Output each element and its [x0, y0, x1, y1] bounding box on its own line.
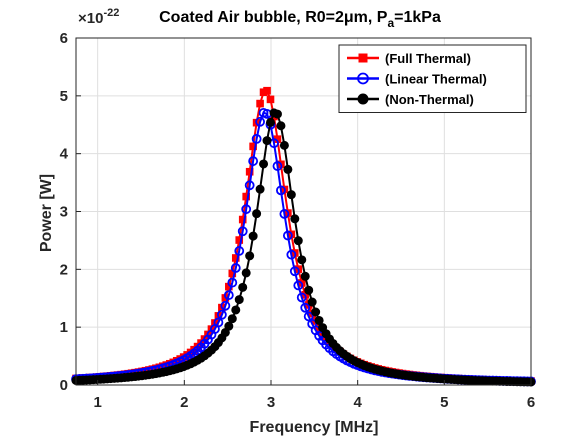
series-layer — [71, 86, 536, 387]
series-2-marker-46 — [231, 305, 241, 315]
series-1-marker-64 — [293, 280, 304, 291]
series-2-marker-54 — [259, 159, 269, 169]
tick-layer: 1 2 3 4 5 6 0 1 2 3 4 5 6 — [60, 30, 536, 411]
legend: (Full Thermal) (Linear Thermal) (Non-Therm… — [338, 44, 527, 113]
x-tick-label-5: 6 — [527, 394, 535, 411]
series-1-marker-65 — [296, 292, 307, 303]
series-line-0 — [75, 89, 531, 382]
y-tick-label-3: 3 — [60, 204, 68, 221]
series-2-marker-70 — [314, 315, 324, 325]
series-0-marker-47 — [235, 236, 244, 244]
x-axis-label: Frequency [MHz] — [250, 419, 379, 436]
series-2-marker-48 — [238, 282, 248, 292]
y-tick-label-2: 2 — [60, 261, 68, 278]
x-tick-label-1: 2 — [180, 394, 188, 411]
y-axis-label: Power [W] — [38, 174, 55, 252]
series-0-marker-51 — [249, 142, 257, 151]
series-2-marker-53 — [255, 184, 265, 194]
series-2-marker-69 — [311, 307, 321, 317]
series-2-marker-64 — [293, 236, 303, 246]
legend-label-0: (Full Thermal) — [385, 51, 471, 66]
y-tick-label-4: 4 — [60, 146, 69, 163]
series-2-marker-66 — [300, 271, 310, 281]
series-1 — [71, 107, 536, 387]
series-2-marker-55 — [262, 136, 272, 146]
series-2-marker-62 — [286, 190, 296, 200]
y-tick-label-6: 6 — [60, 30, 68, 47]
series-2-marker-51 — [248, 231, 258, 241]
legend-marker-0 — [358, 53, 368, 63]
x-tick-label-3: 4 — [353, 394, 362, 411]
series-1-marker-44 — [223, 290, 234, 301]
series-1-marker-66 — [300, 302, 311, 313]
series-2-marker-44 — [224, 321, 234, 331]
series-1-marker-41 — [213, 317, 224, 328]
series-1-marker-50 — [244, 180, 255, 191]
series-line-1 — [75, 111, 531, 383]
series-1-marker-59 — [276, 185, 286, 196]
series-1-marker-47 — [234, 246, 245, 256]
series-2-marker-45 — [227, 314, 237, 324]
series-0-marker-46 — [231, 254, 240, 262]
series-2-marker-63 — [290, 214, 300, 224]
series-2-marker-67 — [304, 285, 314, 295]
series-0-marker-56 — [266, 95, 275, 104]
series-1-marker-61 — [282, 230, 293, 241]
chart-title: Coated Air bubble, R0=2μm, Pa=1kPa — [159, 9, 441, 30]
series-2-marker-65 — [297, 255, 307, 265]
series-2-marker-61 — [283, 164, 293, 174]
y-tick-label-0: 0 — [60, 377, 68, 394]
series-1-marker-42 — [216, 309, 227, 320]
series-1-marker-53 — [255, 116, 265, 127]
series-1-marker-60 — [279, 209, 290, 219]
series-2-marker-58 — [272, 109, 282, 119]
series-2-marker-52 — [252, 209, 262, 219]
x-tick-label-0: 1 — [93, 394, 101, 411]
series-1-marker-43 — [220, 300, 231, 311]
x-tick-label-4: 5 — [440, 394, 448, 411]
series-1-marker-52 — [251, 133, 262, 144]
series-2-marker-59 — [276, 121, 286, 131]
series-1-marker-63 — [289, 266, 300, 277]
series-1-marker-45 — [227, 277, 238, 288]
series-1-marker-48 — [237, 226, 248, 237]
series-1-marker-62 — [286, 249, 297, 260]
y-tick-label-1: 1 — [60, 319, 68, 336]
series-1-marker-51 — [248, 156, 259, 166]
series-0-marker-50 — [245, 167, 254, 176]
series-2 — [71, 108, 536, 387]
series-0-marker-49 — [242, 192, 250, 201]
series-2-marker-50 — [245, 251, 255, 261]
series-0-marker-53 — [256, 99, 264, 108]
series-2-marker-49 — [241, 268, 251, 278]
series-2-marker-60 — [279, 140, 289, 150]
series-0 — [72, 86, 535, 385]
series-2-marker-56 — [266, 117, 276, 127]
y-exponent-label: ×10-22 — [78, 7, 119, 27]
series-0-marker-55 — [263, 86, 271, 95]
series-0-marker-48 — [238, 215, 247, 224]
series-2-marker-47 — [234, 295, 244, 305]
legend-marker-1 — [357, 72, 369, 85]
series-2-marker-68 — [307, 297, 317, 307]
y-tick-label-5: 5 — [60, 88, 68, 105]
series-1-marker-58 — [272, 161, 283, 171]
legend-marker-2 — [357, 93, 369, 105]
series-1-marker-46 — [230, 263, 241, 273]
x-tick-label-2: 3 — [267, 394, 275, 411]
legend-label-2: (Non-Thermal) — [385, 92, 474, 107]
series-1-marker-49 — [241, 204, 252, 215]
legend-label-1: (Linear Thermal) — [385, 72, 487, 87]
